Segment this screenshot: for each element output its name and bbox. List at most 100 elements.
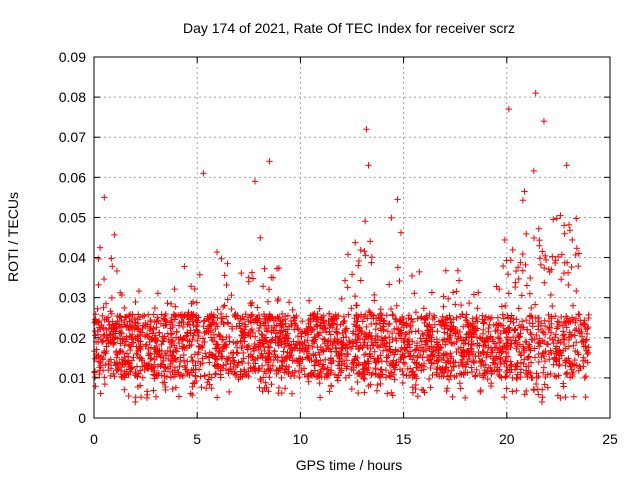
data-point bbox=[481, 316, 488, 324]
data-point bbox=[247, 365, 254, 372]
data-point bbox=[150, 311, 157, 318]
data-point bbox=[465, 321, 472, 328]
x-tick-label: 25 bbox=[602, 431, 618, 447]
data-point bbox=[287, 352, 294, 360]
data-point bbox=[92, 383, 99, 390]
data-point bbox=[549, 253, 556, 260]
data-point bbox=[281, 369, 288, 376]
data-point bbox=[184, 337, 191, 344]
data-point bbox=[461, 394, 469, 402]
data-point bbox=[252, 360, 259, 367]
data-point bbox=[428, 338, 435, 345]
data-point bbox=[100, 304, 107, 311]
data-point bbox=[380, 318, 387, 325]
data-point bbox=[444, 357, 451, 364]
data-point bbox=[165, 336, 172, 344]
data-point bbox=[274, 356, 281, 364]
data-point bbox=[224, 260, 231, 267]
data-point bbox=[225, 388, 233, 396]
data-point bbox=[514, 264, 522, 271]
data-point bbox=[368, 371, 375, 379]
data-point bbox=[355, 370, 363, 378]
data-point bbox=[563, 324, 570, 331]
data-point bbox=[258, 362, 266, 370]
data-point bbox=[515, 333, 523, 341]
data-point bbox=[513, 316, 520, 323]
data-point bbox=[159, 337, 166, 345]
data-point bbox=[434, 341, 442, 348]
data-point bbox=[485, 328, 492, 336]
data-point bbox=[189, 380, 197, 387]
data-point bbox=[271, 322, 278, 330]
data-point bbox=[234, 350, 241, 357]
data-point bbox=[411, 290, 418, 297]
data-point bbox=[297, 355, 304, 362]
data-point bbox=[399, 351, 406, 358]
data-point bbox=[102, 361, 109, 369]
data-point bbox=[496, 373, 504, 380]
data-point bbox=[133, 363, 141, 370]
data-point bbox=[572, 315, 580, 322]
data-point bbox=[201, 317, 208, 324]
data-point bbox=[288, 351, 295, 359]
data-point bbox=[411, 371, 418, 378]
data-point bbox=[372, 364, 379, 372]
data-point bbox=[401, 345, 408, 352]
data-point bbox=[425, 375, 433, 383]
data-point bbox=[242, 321, 249, 328]
data-point bbox=[259, 374, 267, 381]
y-axis-label: ROTI / TECUs bbox=[5, 192, 21, 282]
data-point bbox=[268, 381, 275, 388]
data-point bbox=[234, 315, 242, 322]
data-point bbox=[99, 356, 107, 363]
data-point bbox=[582, 343, 589, 350]
data-point bbox=[305, 378, 312, 385]
data-point bbox=[125, 392, 132, 400]
data-point bbox=[173, 328, 181, 336]
data-point bbox=[385, 333, 393, 341]
data-point bbox=[184, 314, 192, 321]
data-point bbox=[249, 345, 257, 352]
data-point bbox=[423, 353, 431, 361]
data-point bbox=[394, 264, 402, 271]
data-point bbox=[568, 314, 576, 321]
data-point bbox=[560, 222, 568, 229]
data-point bbox=[98, 338, 106, 346]
data-point bbox=[565, 319, 572, 326]
data-point bbox=[460, 346, 467, 354]
data-point bbox=[296, 339, 304, 346]
data-point bbox=[431, 314, 438, 321]
data-point bbox=[505, 290, 512, 297]
data-point bbox=[567, 360, 574, 367]
data-point bbox=[459, 323, 467, 330]
data-point bbox=[111, 231, 118, 239]
data-point bbox=[326, 388, 333, 395]
x-tick-label: 0 bbox=[90, 431, 98, 447]
data-point bbox=[352, 239, 359, 246]
data-point bbox=[397, 229, 405, 236]
data-point bbox=[512, 267, 520, 275]
data-point bbox=[389, 311, 396, 318]
data-point bbox=[562, 393, 569, 401]
data-point bbox=[585, 311, 592, 319]
data-point bbox=[507, 315, 515, 322]
data-point bbox=[189, 318, 196, 325]
data-point bbox=[442, 341, 449, 348]
data-point bbox=[241, 366, 248, 373]
data-point bbox=[355, 313, 362, 321]
data-point bbox=[183, 332, 190, 339]
data-point bbox=[493, 283, 500, 290]
data-point bbox=[173, 344, 180, 352]
data-point bbox=[188, 353, 195, 361]
data-point bbox=[244, 346, 251, 353]
data-point bbox=[95, 358, 103, 365]
data-point bbox=[561, 357, 569, 364]
data-point bbox=[546, 268, 553, 276]
data-point bbox=[101, 316, 108, 324]
data-point bbox=[585, 343, 592, 351]
data-point bbox=[204, 313, 211, 320]
data-point bbox=[442, 364, 450, 371]
data-point bbox=[108, 326, 116, 333]
data-point bbox=[196, 271, 204, 278]
data-point bbox=[134, 383, 142, 391]
